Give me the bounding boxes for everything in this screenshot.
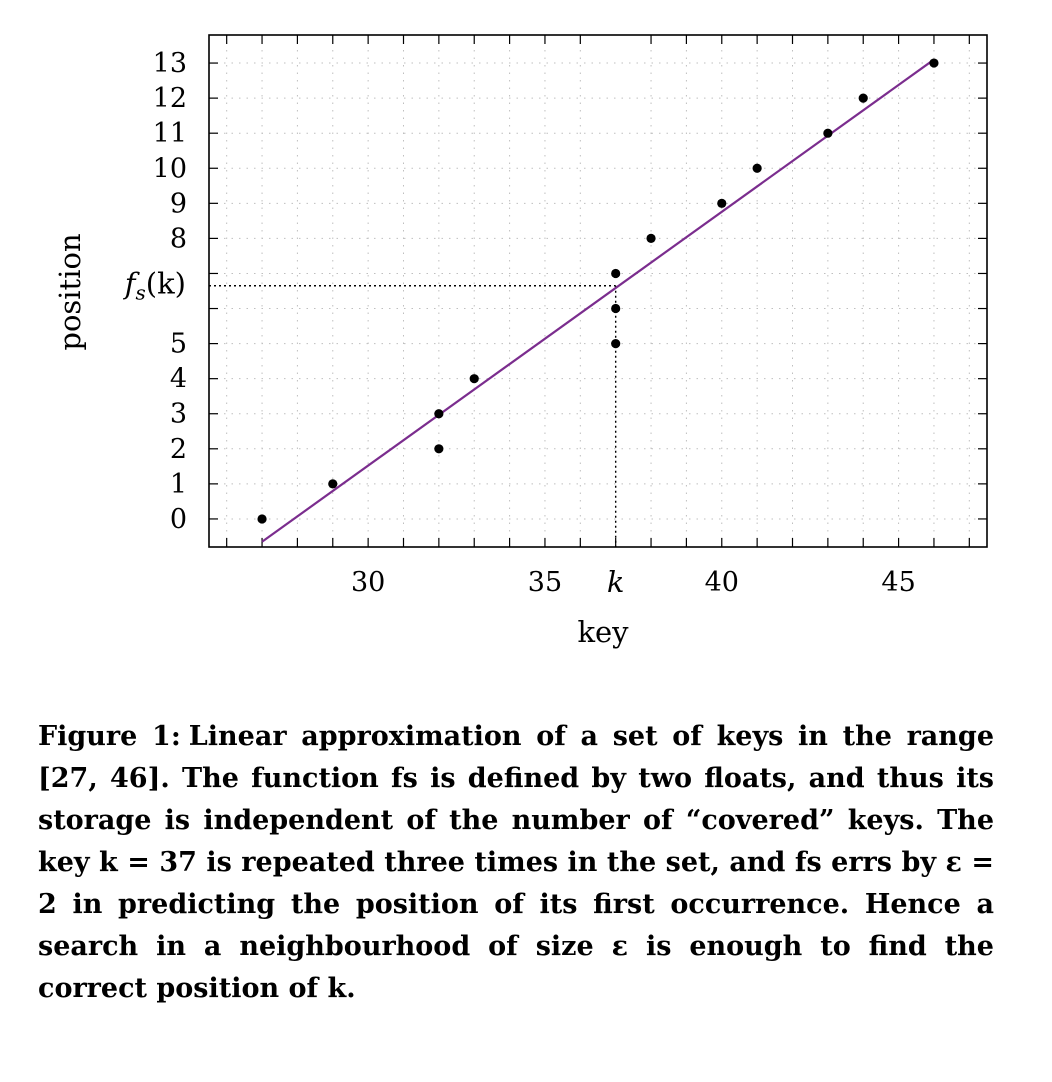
data-point [611, 303, 621, 314]
y-tick-label: 0 [170, 504, 187, 535]
y-tick-label: 2 [170, 434, 187, 465]
data-point [611, 339, 621, 349]
y-tick-label: 4 [170, 364, 187, 395]
y-tick-label: 8 [170, 223, 187, 254]
y-axis-title: position [53, 233, 87, 350]
y-tick-label: 13 [153, 48, 187, 79]
highlight-guides [209, 285, 617, 547]
y-tick-label: 12 [153, 83, 187, 114]
figure-caption-label: Figure 1: [38, 721, 181, 752]
data-point [858, 93, 868, 103]
x-tick-label: 30 [351, 567, 385, 598]
data-point [929, 58, 939, 68]
data-point [646, 233, 656, 243]
data-point [328, 479, 338, 489]
x-tick-label: 40 [705, 567, 739, 598]
plot-frame [208, 34, 988, 548]
y-tick-label: 5 [170, 329, 187, 360]
highlight-y-label: fs(k) [123, 267, 186, 305]
highlight-y-label-arg: (k) [146, 267, 186, 301]
data-point [823, 128, 833, 138]
y-tick-label: 11 [153, 118, 187, 149]
data-point [469, 374, 479, 384]
highlight-x-label: k [607, 565, 625, 599]
highlight-y-label-sub: s [136, 281, 146, 305]
y-tick-label: 10 [153, 153, 187, 184]
fit-line [261, 58, 935, 543]
x-tick-label: 35 [528, 567, 562, 598]
data-point [257, 514, 267, 524]
y-tick-label: 1 [170, 469, 187, 500]
data-point [434, 409, 444, 419]
y-tick-label: 9 [170, 188, 187, 219]
figure-caption-text: Linear approximation of a set of keys in… [38, 721, 994, 1004]
figure-caption: Figure 1: Linear approximation of a set o… [38, 716, 994, 1010]
data-point [611, 268, 621, 279]
x-tick-labels: 30 35 40 45 [351, 567, 916, 598]
axis-ticks [209, 35, 987, 547]
x-tick-label: 45 [881, 567, 915, 598]
data-point [434, 444, 444, 454]
data-point [752, 163, 762, 173]
data-point [717, 198, 727, 208]
grid [209, 35, 987, 547]
y-tick-label: 3 [170, 399, 187, 430]
x-axis-title: key [577, 615, 629, 649]
data-points [257, 58, 939, 524]
